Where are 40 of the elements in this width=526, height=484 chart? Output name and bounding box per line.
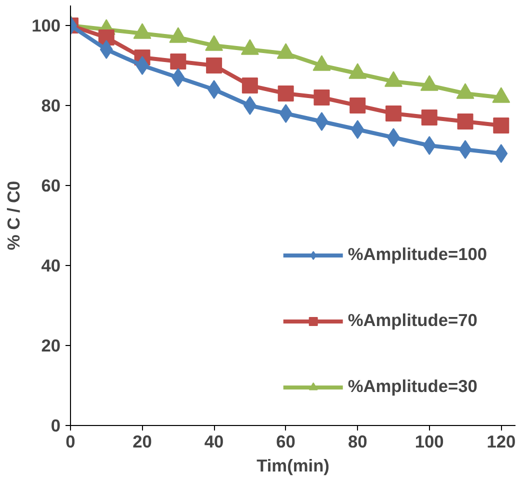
point (170, 54, 186, 70)
y-tick-label: 40 (41, 256, 61, 276)
point (136, 56, 149, 75)
y-tick-label: 20 (41, 336, 61, 356)
point (494, 144, 508, 163)
y-tick-label: 80 (41, 96, 61, 116)
point (457, 114, 474, 130)
legend-label: %Amplitude=70 (348, 310, 478, 331)
y-axis-title: % C / C0 (4, 180, 24, 250)
y-tick-label: 0 (50, 416, 61, 436)
y-tick-label: 100 (32, 16, 61, 36)
point (386, 128, 400, 147)
point (279, 104, 292, 123)
point (314, 90, 330, 106)
point (206, 58, 222, 74)
x-tick-label: 20 (132, 432, 152, 452)
x-tick-label: 0 (66, 432, 76, 452)
legend-label: %Amplitude=100 (348, 244, 487, 265)
x-tick-label: 80 (348, 432, 368, 452)
x-tick-label: 40 (204, 432, 224, 452)
point (100, 40, 113, 59)
point (208, 80, 221, 99)
x-tick-label: 120 (486, 432, 516, 452)
point (458, 140, 472, 159)
x-tick-label: 60 (276, 432, 296, 452)
point (422, 136, 436, 155)
x-tick-label: 100 (414, 432, 444, 452)
point (385, 106, 402, 122)
point (172, 68, 185, 87)
point (243, 96, 256, 115)
point (351, 120, 364, 139)
point (350, 98, 366, 114)
point (493, 118, 510, 134)
point (278, 86, 294, 102)
y-tick-label: 60 (41, 176, 61, 196)
point (242, 78, 258, 94)
x-axis-title: Tim(min) (256, 456, 330, 476)
point (421, 110, 438, 126)
legend-label: %Amplitude=30 (348, 376, 478, 397)
point (315, 112, 328, 131)
